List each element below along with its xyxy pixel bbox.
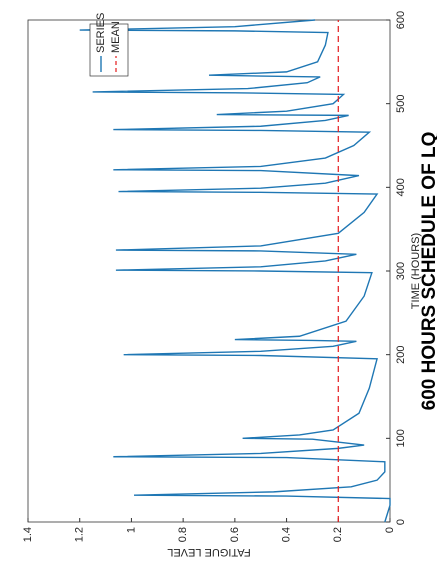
x-tick-label: 400 bbox=[395, 178, 407, 196]
y-tick-label: 0.2 bbox=[332, 527, 344, 542]
y-tick-label: 1.2 bbox=[74, 527, 86, 542]
x-axis-label: TIME (HOURS) bbox=[410, 233, 422, 309]
legend-label: MEAN bbox=[110, 21, 122, 53]
y-tick-label: 0.6 bbox=[229, 527, 241, 542]
y-axis-label: FATIGUE LEVEL bbox=[167, 546, 251, 558]
legend-box bbox=[89, 23, 129, 77]
y-tick-label: 0 bbox=[384, 527, 396, 533]
y-tick-label: 1.4 bbox=[22, 527, 34, 542]
x-tick-label: 0 bbox=[395, 519, 407, 525]
chart-title: 600 HOURS SCHEDULE OF LQ bbox=[419, 132, 437, 411]
x-tick-label: 600 bbox=[395, 11, 407, 29]
x-tick-label: 300 bbox=[395, 262, 407, 280]
x-tick-label: 500 bbox=[395, 94, 407, 112]
y-tick-label: 1 bbox=[125, 527, 137, 533]
x-tick-label: 100 bbox=[395, 429, 407, 447]
series-line bbox=[79, 19, 391, 523]
rotated-plot: 600 HOURS SCHEDULE OF LQ TIME (HOURS) FA… bbox=[22, 11, 437, 558]
x-tick-label: 200 bbox=[395, 345, 407, 363]
y-tick-label: 0.4 bbox=[280, 527, 292, 542]
y-tick-label: 0.8 bbox=[177, 527, 189, 542]
legend-label: SERIES bbox=[95, 13, 107, 53]
